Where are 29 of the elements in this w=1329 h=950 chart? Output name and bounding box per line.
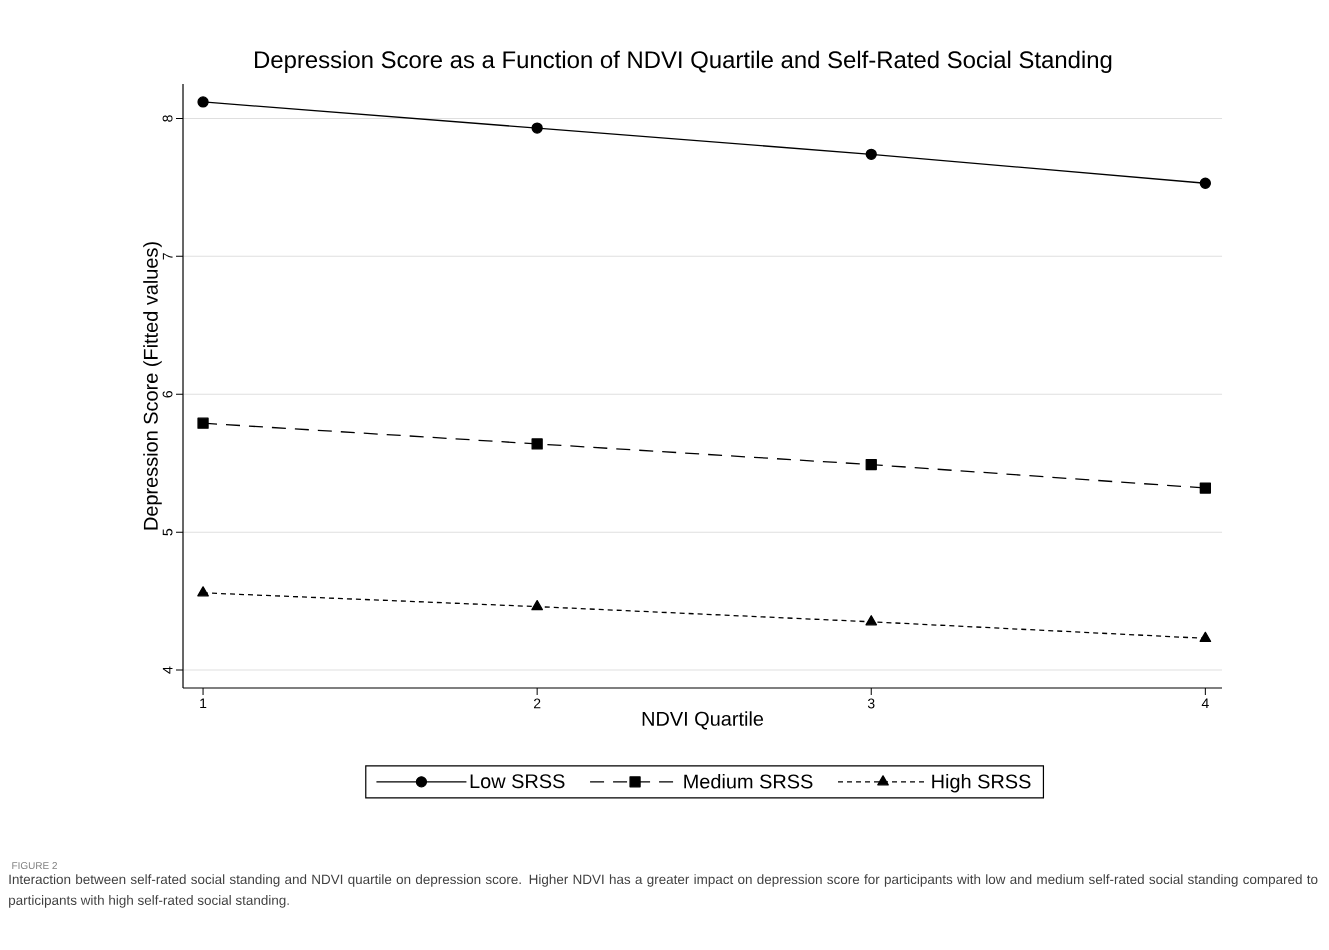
point — [865, 148, 877, 160]
y-tick-label: 6 — [162, 391, 173, 398]
y-tick-label: 8 — [162, 115, 173, 122]
point — [197, 417, 209, 429]
x-axis-title: NDVI Quartile — [642, 711, 764, 730]
y-tick-label: 7 — [162, 253, 173, 260]
legend-label: Low SRSS — [470, 774, 565, 789]
point — [865, 458, 877, 471]
x-tick-label: 4 — [1201, 698, 1209, 709]
point — [1199, 482, 1211, 494]
y-tick-label: 4 — [162, 666, 173, 674]
point — [197, 586, 209, 597]
y-tick-label: 5 — [162, 528, 173, 536]
x-tick-label: 2 — [533, 698, 541, 709]
legend-label: Medium SRSS — [684, 773, 813, 789]
y-axis-title: Depression Score (Fitted values) — [143, 242, 162, 530]
x-tick-label: 1 — [200, 698, 207, 709]
point — [531, 599, 543, 611]
legend-label: High SRSS — [932, 773, 1031, 793]
point — [531, 438, 543, 450]
point — [865, 615, 878, 626]
point — [1199, 177, 1211, 189]
text: Interaction between self-rated social standing and NDVI quartile on depression score. Higher NDVI has a greater impact on depression score for participants with low and medium self-rated social standing compared to participants with high self-rated social standing. — [9, 874, 1318, 908]
point — [531, 122, 543, 134]
x-tick-label: 3 — [867, 698, 875, 709]
point — [1199, 631, 1212, 642]
point — [197, 96, 209, 108]
chart-title: Depression Score as a Function of NDVI Quartile and Self-Rated Social Standing — [255, 50, 1112, 73]
caption: FIGURE 2 — [12, 862, 57, 870]
